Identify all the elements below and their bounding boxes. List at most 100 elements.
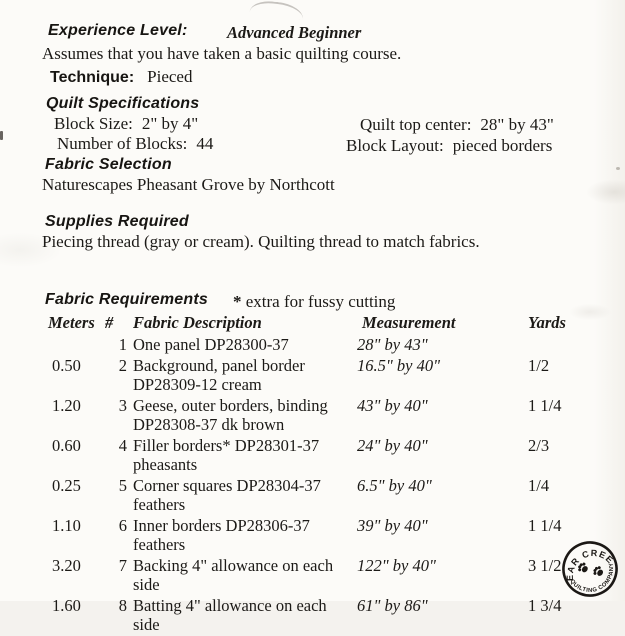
supplies-required-heading: Supplies Required — [45, 213, 189, 230]
fabric-table-row: 0.60 4 Filler borders* DP28301-37 pheasa… — [42, 436, 617, 474]
number-of-blocks-label: Number of Blocks: — [57, 134, 188, 153]
cell-measurement: 122" by 40" — [357, 556, 436, 575]
cell-number: 8 — [118, 596, 127, 615]
cell-meters: 1.10 — [52, 516, 81, 535]
cell-description: Filler borders* DP28301-37 pheasants — [131, 436, 357, 474]
cell-description: Batting 4" allowance on each side — [131, 596, 357, 634]
block-layout-line: Block Layout: pieced borders — [346, 136, 552, 155]
description-line-2: pheasants — [133, 455, 198, 474]
cell-meters: 0.60 — [52, 436, 81, 455]
fabric-selection-value: Naturescapes Pheasant Grove by Northcott — [42, 175, 335, 194]
scan-speck — [0, 131, 3, 140]
supplies-required-value: Piecing thread (gray or cream). Quilting… — [42, 232, 480, 251]
fabric-table-row: 0.25 5 Corner squares DP28304-37 feather… — [42, 476, 617, 514]
cell-number: 6 — [118, 516, 127, 535]
quilt-top-center-value: 28" by 43" — [480, 115, 554, 134]
cell-number: 3 — [118, 396, 127, 415]
cell-description: Inner borders DP28306-37 feathers — [131, 516, 357, 554]
cell-yards: 1/2 — [528, 356, 550, 375]
technique-label: Technique: — [50, 69, 135, 86]
fabric-selection-heading: Fabric Selection — [45, 156, 172, 173]
fabric-table-header: Meters # Fabric Description Measurement … — [42, 313, 617, 332]
description-line-1: One panel DP28300-37 — [133, 335, 289, 354]
cell-number: 5 — [118, 476, 127, 495]
cell-description: Backing 4" allowance on each side — [131, 556, 357, 594]
note-text: extra for fussy cutting — [245, 292, 396, 311]
cell-meters: 1.60 — [52, 596, 81, 615]
description-line-2: DP28308-37 dk brown — [133, 415, 285, 434]
cell-measurement: 28" by 43" — [357, 335, 428, 354]
paw-prints-icon — [578, 562, 604, 576]
cell-number: 1 — [118, 335, 127, 354]
block-size-line: Block Size: 2" by 4" — [54, 114, 198, 133]
column-header-number: # — [105, 313, 114, 332]
column-header-yards: Yards — [528, 313, 566, 332]
description-line-1: Geese, outer borders, binding — [133, 396, 328, 415]
experience-note: Assumes that you have taken a basic quil… — [42, 44, 402, 63]
quilt-top-center-label: Quilt top center: — [360, 115, 472, 134]
fabric-table-row: 0.50 2 Background, panel border DP28309-… — [42, 356, 617, 394]
description-line-2: DP28309-12 cream — [133, 375, 262, 394]
cell-measurement: 61" by 86" — [357, 596, 428, 615]
cell-measurement: 43" by 40" — [357, 396, 428, 415]
description-line-1: Batting 4" allowance on each side — [133, 596, 327, 634]
description-line-2: feathers — [133, 495, 186, 514]
cell-yards: 3 1/2 — [528, 556, 562, 575]
bear-creek-stamp: BEAR CREEK QUILTING COMPANY — [534, 517, 625, 606]
block-layout-value: pieced borders — [452, 136, 553, 155]
cell-measurement: 16.5" by 40" — [357, 356, 441, 375]
cell-yards: 1 1/4 — [528, 516, 562, 535]
cell-number: 7 — [118, 556, 127, 575]
fussy-cutting-note: * extra for fussy cutting — [233, 292, 395, 311]
scan-speck — [616, 167, 620, 170]
cell-number: 4 — [118, 436, 127, 455]
note-asterisk: * — [233, 292, 242, 311]
fabric-requirements-heading: Fabric Requirements — [45, 291, 208, 308]
fabric-table-row: 1.20 3 Geese, outer borders, binding DP2… — [42, 396, 617, 434]
cell-number: 2 — [118, 356, 127, 375]
cell-yards: 1/4 — [528, 476, 550, 495]
cell-description: Background, panel border DP28309-12 crea… — [131, 356, 357, 394]
cell-description: One panel DP28300-37 — [131, 335, 357, 354]
fabric-requirements-table: Meters # Fabric Description Measurement … — [42, 313, 617, 636]
description-line-1: Inner borders DP28306-37 feathers — [133, 516, 310, 554]
number-of-blocks-value: 44 — [196, 134, 214, 153]
quilt-specifications-heading: Quilt Specifications — [46, 95, 200, 112]
fabric-table-row: 1 One panel DP28300-37 28" by 43" — [42, 335, 617, 354]
column-header-meters: Meters — [48, 313, 95, 332]
stamp-circle — [562, 541, 618, 597]
experience-level-label: Experience Level: — [48, 22, 188, 39]
block-size-label: Block Size: — [54, 114, 133, 133]
fabric-table-row: 1.60 8 Batting 4" allowance on each side… — [42, 596, 617, 634]
column-header-measurement: Measurement — [362, 313, 456, 332]
cell-measurement: 39" by 40" — [357, 516, 428, 535]
cell-meters: 1.20 — [52, 396, 81, 415]
quilt-top-center-line: Quilt top center: 28" by 43" — [360, 115, 554, 134]
description-line-1: Background, panel border — [133, 356, 305, 375]
cell-yards: 2/3 — [528, 436, 550, 455]
block-size-value: 2" by 4" — [141, 114, 199, 133]
cell-yards: 1 1/4 — [528, 396, 562, 415]
number-of-blocks-line: Number of Blocks: 44 — [57, 134, 213, 153]
experience-level-value: Advanced Beginner — [227, 23, 362, 42]
column-header-description: Fabric Description — [133, 313, 262, 332]
cell-measurement: 24" by 40" — [357, 436, 428, 455]
cell-yards — [513, 335, 603, 354]
description-line-1: Corner squares DP28304-37 — [133, 476, 321, 495]
technique-value: Pieced — [147, 67, 193, 86]
technique-line: Technique: Pieced — [50, 67, 192, 87]
cell-meters: 0.50 — [52, 356, 81, 375]
cell-meters: 3.20 — [52, 556, 81, 575]
cell-description: Geese, outer borders, binding DP28308-37… — [131, 396, 357, 434]
fabric-table-body: 1 One panel DP28300-37 28" by 43" 0.50 2… — [42, 335, 617, 634]
cell-meters — [42, 335, 105, 354]
cell-description: Corner squares DP28304-37 feathers — [131, 476, 357, 514]
description-line-1: Filler borders* DP28301-37 — [133, 436, 320, 455]
scan-artifact-arc — [249, 0, 305, 20]
cell-meters: 0.25 — [52, 476, 81, 495]
stamp-graphic: BEAR CREEK QUILTING COMPANY — [534, 517, 623, 602]
cell-measurement: 6.5" by 40" — [357, 476, 432, 495]
fabric-table-row: 1.10 6 Inner borders DP28306-37 feathers… — [42, 516, 617, 554]
block-layout-label: Block Layout: — [346, 136, 444, 155]
